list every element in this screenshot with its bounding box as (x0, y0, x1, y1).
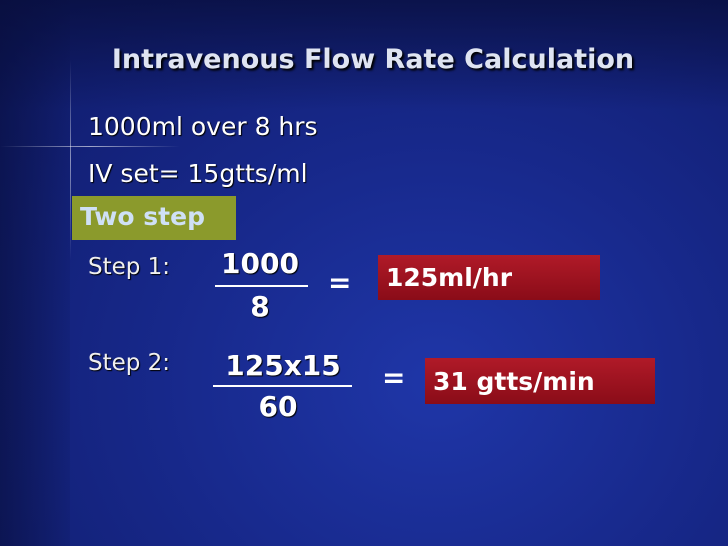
result-box (378, 255, 600, 300)
denominator: 8 (250, 290, 270, 323)
sparkle (70, 60, 71, 260)
background-band (0, 0, 728, 110)
highlight-text: Two step (80, 202, 205, 231)
numerator: 1000 (221, 247, 299, 280)
background-band (0, 0, 70, 546)
denominator: 60 (258, 390, 298, 423)
step-label: Step 1: (88, 254, 171, 280)
equals-sign: = (328, 266, 352, 299)
numerator: 125x15 (225, 349, 341, 382)
text-line: 1000ml over 8 hrs (88, 112, 318, 141)
fraction-bar (215, 285, 308, 287)
slide-title: Intravenous Flow Rate Calculation (111, 44, 635, 75)
fraction-bar (213, 385, 352, 387)
step-label: Step 2: (88, 350, 171, 376)
highlight-box (72, 196, 236, 240)
text-line: IV set= 15gtts/ml (88, 159, 308, 188)
result-box (425, 358, 655, 404)
sparkle (0, 146, 180, 147)
result-text: 31 gtts/min (433, 367, 595, 396)
result-text: 125ml/hr (386, 263, 513, 292)
equals-sign: = (382, 361, 406, 394)
